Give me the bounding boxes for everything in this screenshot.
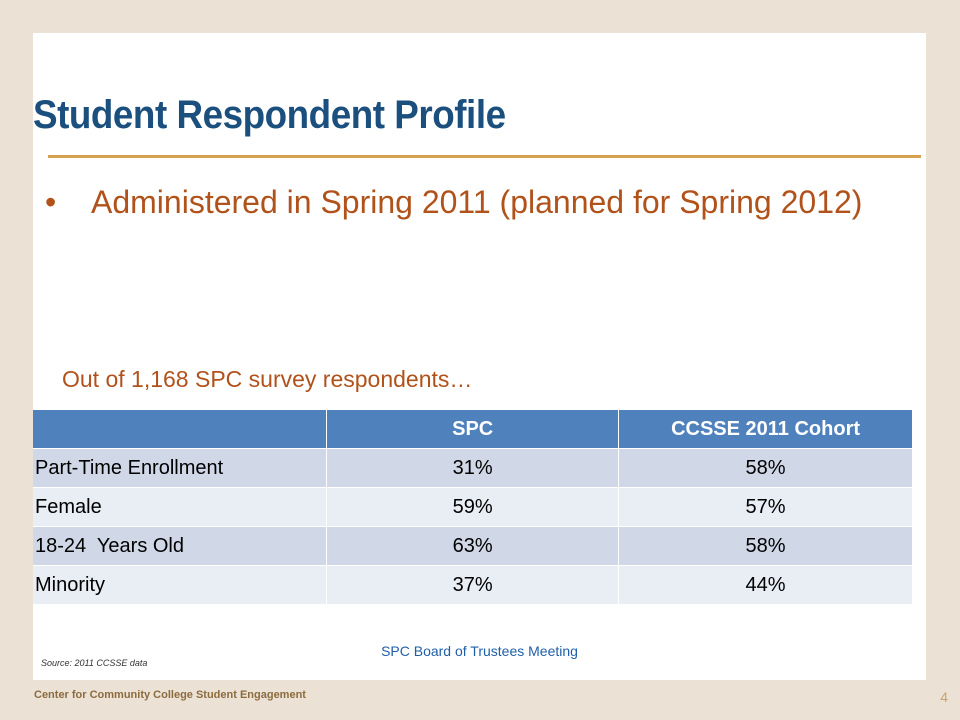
spc-value: 63% [326, 526, 620, 566]
page-number: 4 [940, 689, 948, 705]
title-divider [48, 155, 921, 158]
respondent-profile-table: SPC CCSSE 2011 Cohort Part-Time Enrollme… [33, 410, 913, 605]
slide: Student Respondent Profile • Administere… [33, 33, 926, 680]
bullet-marker: • [45, 184, 57, 220]
cohort-value: 44% [618, 565, 913, 605]
slide-title: Student Respondent Profile [33, 93, 506, 137]
table-subheading: Out of 1,168 SPC survey respondents… [62, 366, 473, 392]
table-row: Minority 37% 44% [33, 565, 913, 605]
slide-footer: SPC Board of Trustees Meeting [381, 643, 578, 659]
row-label: Minority [33, 565, 328, 605]
spc-value: 31% [326, 448, 620, 488]
cohort-value: 58% [618, 448, 913, 488]
bullet-text: Administered in Spring 2011 (planned for… [91, 184, 863, 220]
cohort-value: 57% [618, 487, 913, 527]
cohort-value: 58% [618, 526, 913, 566]
row-label: Female [33, 487, 328, 527]
row-label: 18-24 Years Old [33, 526, 328, 566]
header-spc: SPC [326, 410, 620, 449]
table-row: 18-24 Years Old 63% 58% [33, 526, 913, 566]
table-row: Female 59% 57% [33, 487, 913, 527]
spc-value: 37% [326, 565, 620, 605]
table-row: Part-Time Enrollment 31% 58% [33, 448, 913, 488]
spc-value: 59% [326, 487, 620, 527]
table-header-row: SPC CCSSE 2011 Cohort [33, 410, 913, 449]
header-blank-cell [33, 410, 328, 449]
source-note: Source: 2011 CCSSE data [41, 658, 148, 668]
header-ccsse-cohort: CCSSE 2011 Cohort [618, 410, 913, 449]
row-label: Part-Time Enrollment [33, 448, 328, 488]
organization-name: Center for Community College Student Eng… [34, 689, 306, 701]
